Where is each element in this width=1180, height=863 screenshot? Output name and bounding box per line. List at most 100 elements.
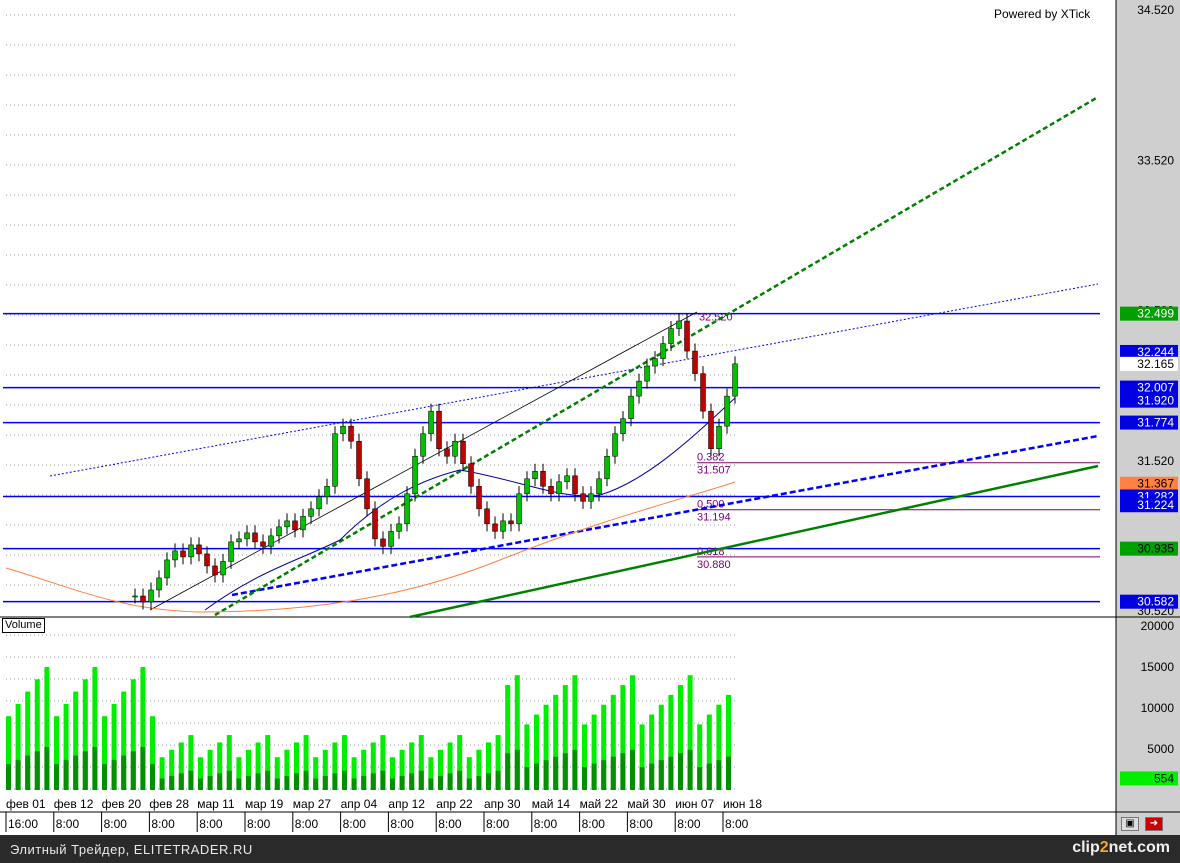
volume-bar-fill xyxy=(6,764,11,790)
volume-bar xyxy=(409,742,415,790)
volume-bar-fill xyxy=(562,753,568,790)
volume-bar-fill xyxy=(428,778,434,790)
date-tick-label: фев 12 xyxy=(54,797,94,811)
candle-body xyxy=(356,440,362,480)
candle-body xyxy=(396,523,402,532)
price-tick-label: 34.520 xyxy=(1137,3,1174,17)
volume-bar xyxy=(150,716,155,790)
volume-bar-fill xyxy=(370,773,376,790)
high-price-label: 32.520 xyxy=(699,312,733,324)
price-marker-box xyxy=(1120,344,1178,359)
candle-body xyxy=(676,320,682,329)
candle-body xyxy=(188,544,194,558)
volume-bar-fill xyxy=(246,775,251,790)
time-tick-label: 8:00 xyxy=(438,817,462,831)
volume-bar-fill xyxy=(390,778,395,790)
candle-body xyxy=(548,486,554,495)
candle-body xyxy=(460,440,466,465)
fib-price-label: 31.507 xyxy=(697,465,731,477)
volume-bar xyxy=(111,703,117,790)
volume-bar-fill xyxy=(678,753,683,790)
volume-bar xyxy=(294,742,299,790)
exit-icon[interactable]: ➜ xyxy=(1145,817,1163,831)
volume-bar xyxy=(361,749,367,790)
volume-bar-fill xyxy=(198,778,203,790)
volume-bar xyxy=(332,742,338,790)
candle-body xyxy=(468,463,474,487)
price-marker-label: 31.224 xyxy=(1137,498,1174,512)
volume-bar-fill xyxy=(361,775,367,790)
candle-body xyxy=(428,410,434,434)
watermark: Powered by XTick xyxy=(994,7,1091,21)
candle-body xyxy=(652,358,658,367)
volume-bar xyxy=(322,749,328,790)
volume-bar-fill xyxy=(63,759,69,790)
candle-body xyxy=(444,448,450,457)
volume-bar-fill xyxy=(34,751,40,790)
volume-bar-fill xyxy=(15,759,21,790)
price-marker-box xyxy=(1120,594,1178,609)
volume-bar xyxy=(610,694,616,790)
candle-body xyxy=(436,410,442,449)
date-tick-label: апр 30 xyxy=(484,797,521,811)
volume-bar-fill xyxy=(44,746,50,790)
candle-body xyxy=(332,433,338,487)
date-tick-label: июн 07 xyxy=(675,797,714,811)
candle-body xyxy=(340,425,346,434)
volume-bar-fill xyxy=(553,756,559,790)
volume-marker-box xyxy=(1120,771,1178,786)
volume-tick-label: 10000 xyxy=(1141,701,1175,715)
volume-bar xyxy=(418,735,424,790)
volume-tick-label: 15000 xyxy=(1141,660,1175,674)
candle-body xyxy=(644,365,650,382)
status-bar: Элитный Трейдер, ELITETRADER.RU clip2net… xyxy=(0,835,1180,863)
candle-body xyxy=(364,478,370,510)
volume-bar xyxy=(591,714,597,790)
price-marker-box xyxy=(1120,356,1178,371)
fib-ratio-label: 0.382 xyxy=(697,452,725,464)
candle-body xyxy=(132,595,138,598)
candle-body xyxy=(540,471,546,487)
time-tick-label: 8:00 xyxy=(104,817,128,831)
candle-body xyxy=(412,455,418,495)
candle-body xyxy=(596,478,602,495)
volume-bar xyxy=(284,749,290,790)
candle-body xyxy=(180,550,186,558)
volume-bar xyxy=(726,694,731,790)
candle-body xyxy=(284,520,290,528)
candle-body xyxy=(700,373,706,412)
volume-bar xyxy=(246,749,251,790)
volume-bar-fill xyxy=(495,770,501,790)
volume-marker-label: 554 xyxy=(1154,771,1174,785)
volume-bar-fill xyxy=(351,778,357,790)
candle-body xyxy=(244,532,250,540)
candle-body xyxy=(380,538,386,547)
volume-bar-fill xyxy=(92,746,98,790)
time-tick-label: 8:00 xyxy=(486,817,510,831)
volume-bar-fill xyxy=(380,770,386,790)
volume-bar xyxy=(44,667,50,790)
volume-bar-fill xyxy=(207,775,213,790)
volume-bar xyxy=(15,703,21,790)
volume-bar xyxy=(399,749,405,790)
trend-line-green xyxy=(409,464,1099,619)
fib-price-label: 30.880 xyxy=(697,559,731,571)
volume-bar-fill xyxy=(284,775,290,790)
price-marker-label: 31.920 xyxy=(1137,394,1174,408)
volume-bar-fill xyxy=(130,751,136,790)
volume-bar-fill xyxy=(169,775,175,790)
time-tick-label: 8:00 xyxy=(725,817,749,831)
price-marker-box xyxy=(1120,393,1178,408)
volume-bar-fill xyxy=(226,770,232,790)
time-tick-label: 8:00 xyxy=(629,817,653,831)
candle-body xyxy=(276,526,282,537)
camera-icon[interactable]: ▣ xyxy=(1121,817,1139,831)
volume-bar xyxy=(514,675,520,790)
volume-bar xyxy=(25,691,31,790)
volume-bar-fill xyxy=(121,755,127,790)
status-text: Элитный Трейдер, ELITETRADER.RU xyxy=(10,842,253,857)
volume-bar xyxy=(159,757,165,790)
price-marker-box xyxy=(1120,306,1178,321)
volume-bar xyxy=(639,724,645,790)
volume-bar xyxy=(457,735,463,790)
